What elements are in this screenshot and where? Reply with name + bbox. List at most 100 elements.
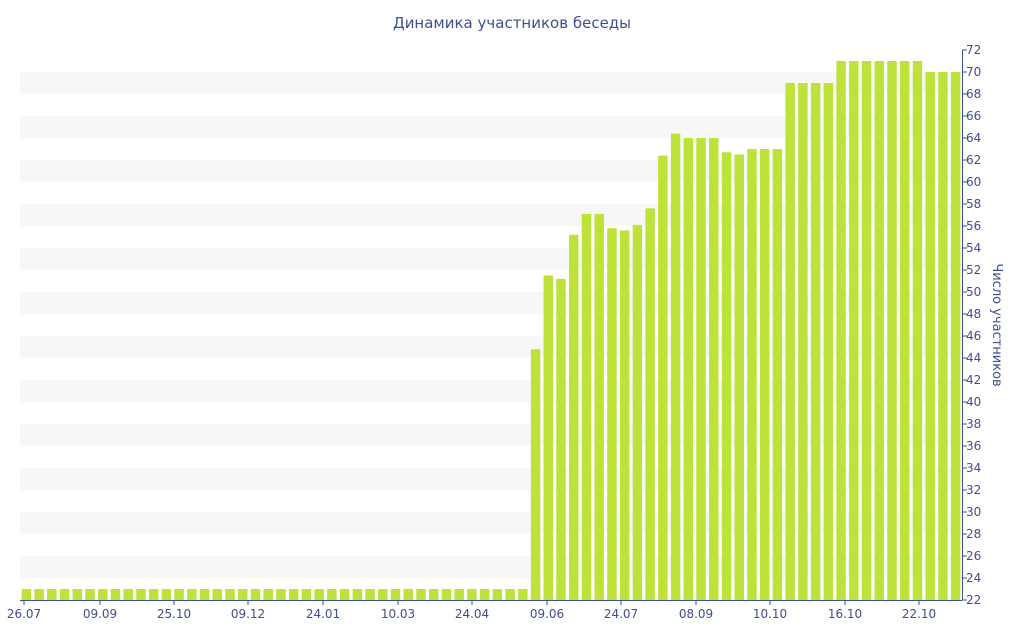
bar xyxy=(365,589,375,600)
grid-bands xyxy=(20,72,962,578)
bars xyxy=(21,61,961,601)
y-tick-label: 48 xyxy=(966,307,981,321)
bar xyxy=(569,234,579,601)
bar xyxy=(849,61,859,600)
grid-band xyxy=(20,336,962,358)
bar xyxy=(721,152,732,601)
bar xyxy=(836,61,846,600)
bar xyxy=(429,589,439,600)
bar xyxy=(225,589,235,600)
bar xyxy=(530,349,541,600)
x-tick-label: 10.10 xyxy=(753,607,787,621)
bar xyxy=(810,83,821,600)
bar xyxy=(950,72,961,600)
x-tick-label: 09.06 xyxy=(530,607,564,621)
x-axis-ticks: 26.07 09.09 25.10 09.12 24.01 10.03 24.04 09.06… xyxy=(7,600,936,621)
y-tick-label: 40 xyxy=(966,395,981,409)
bar xyxy=(645,208,655,600)
grid-band xyxy=(20,248,962,270)
bar xyxy=(212,589,223,600)
y-tick-label: 46 xyxy=(966,329,981,343)
x-tick-label: 16.10 xyxy=(828,607,862,621)
bar xyxy=(148,589,159,600)
bar xyxy=(798,83,808,600)
axes xyxy=(20,50,963,601)
y-tick-label: 50 xyxy=(966,285,981,299)
bar xyxy=(34,589,44,600)
y-tick-label: 68 xyxy=(966,87,981,101)
x-tick-label: 24.01 xyxy=(306,607,340,621)
x-tick-label: 10.03 xyxy=(381,607,415,621)
bar xyxy=(492,589,503,600)
bar xyxy=(632,224,643,600)
bar xyxy=(581,213,592,600)
bar xyxy=(467,589,477,600)
bar xyxy=(670,133,681,600)
grid-band xyxy=(20,116,962,138)
bar xyxy=(263,589,273,600)
x-tick-label: 08.09 xyxy=(679,607,713,621)
y-tick-label: 36 xyxy=(966,439,981,453)
bar xyxy=(556,278,566,600)
bar xyxy=(772,149,783,600)
y-tick-label: 24 xyxy=(966,571,981,585)
bar xyxy=(110,589,121,600)
bar xyxy=(874,61,884,600)
bar xyxy=(59,589,70,600)
bar xyxy=(938,72,948,600)
y-tick-label: 22 xyxy=(966,593,981,607)
bar xyxy=(161,589,172,600)
y-tick-label: 44 xyxy=(966,351,981,365)
bar xyxy=(378,589,388,600)
grid-band xyxy=(20,72,962,94)
bar xyxy=(136,589,146,600)
bar xyxy=(683,138,694,600)
bar xyxy=(314,589,324,600)
bar xyxy=(518,589,528,600)
bar xyxy=(174,589,184,600)
grid-band xyxy=(20,424,962,446)
y-tick-label: 66 xyxy=(966,109,981,123)
grid-band xyxy=(20,204,962,226)
bar xyxy=(72,589,82,600)
y-tick-label: 38 xyxy=(966,417,981,431)
bar xyxy=(390,589,401,600)
bar xyxy=(123,589,133,600)
x-tick-label: 24.04 xyxy=(455,607,489,621)
y-tick-label: 60 xyxy=(966,175,981,189)
x-tick-label: 09.12 xyxy=(231,607,265,621)
bar xyxy=(327,589,337,600)
bar xyxy=(403,589,413,600)
bar xyxy=(696,138,706,600)
bar xyxy=(505,589,515,600)
y-tick-label: 54 xyxy=(966,241,981,255)
bar xyxy=(543,275,553,600)
bar xyxy=(925,72,935,600)
x-tick-label: 24.07 xyxy=(604,607,638,621)
y-tick-label: 58 xyxy=(966,197,981,211)
bar xyxy=(479,589,490,600)
bar xyxy=(98,589,108,600)
chart-title: Динамика участников беседы xyxy=(393,14,631,32)
bar xyxy=(912,61,923,600)
y-tick-label: 34 xyxy=(966,461,981,475)
grid-band xyxy=(20,380,962,402)
bar xyxy=(709,138,719,600)
x-tick-label: 09.09 xyxy=(83,607,117,621)
y-tick-label: 52 xyxy=(966,263,981,277)
grid-band xyxy=(20,468,962,490)
bar xyxy=(352,589,363,600)
y-tick-label: 64 xyxy=(966,131,981,145)
bar xyxy=(823,83,834,600)
x-tick-label: 26.07 xyxy=(7,607,41,621)
bar xyxy=(276,589,286,600)
y-tick-label: 70 xyxy=(966,65,981,79)
bar xyxy=(199,589,210,600)
y-tick-label: 28 xyxy=(966,527,981,541)
bar xyxy=(47,589,57,600)
grid-band xyxy=(20,512,962,534)
y-axis-ticks: 22 24 26 28 30 32 34 36 38 40 42 44 46 48 50 52 54 56 58 60… xyxy=(962,43,981,607)
y-tick-label: 72 xyxy=(966,43,981,57)
bar xyxy=(861,61,872,600)
